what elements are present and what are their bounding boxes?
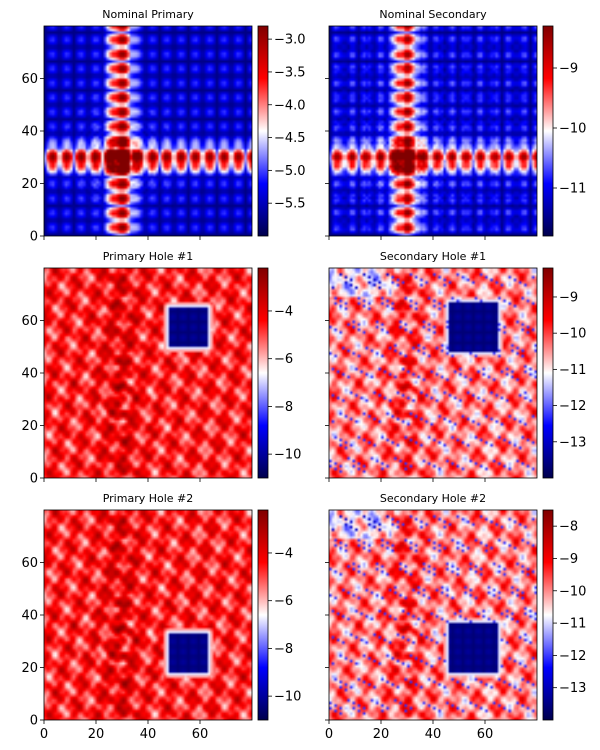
colorbar-tick-label: −10 bbox=[559, 327, 586, 342]
colorbar bbox=[257, 25, 269, 237]
colorbar-tick-label: −5.5 bbox=[274, 197, 306, 212]
y-tick-label: 40 bbox=[21, 609, 38, 624]
y-tick-label: 20 bbox=[21, 419, 38, 434]
colorbar-tick-label: −9 bbox=[559, 62, 578, 77]
x-tick-label: 40 bbox=[425, 727, 442, 742]
colorbar-tick-label: −6 bbox=[274, 352, 293, 367]
colorbar-tick-label: −11 bbox=[559, 182, 586, 197]
heatmap-image bbox=[44, 268, 252, 478]
x-tick-label: 20 bbox=[373, 727, 390, 742]
colorbar bbox=[542, 267, 554, 479]
colorbar-tick-label: −8 bbox=[559, 520, 578, 535]
x-tick-label: 60 bbox=[192, 727, 209, 742]
colorbar-tick-label: −10 bbox=[274, 448, 301, 463]
colorbar bbox=[542, 25, 554, 237]
x-tick-label: 40 bbox=[140, 727, 157, 742]
colorbar bbox=[257, 509, 269, 721]
heatmap-image bbox=[329, 26, 537, 236]
y-tick-label: 60 bbox=[21, 72, 38, 87]
colorbar-tick-label: −4.0 bbox=[274, 98, 306, 113]
colorbar-tick-label: −13 bbox=[559, 681, 586, 696]
subplot-title: Secondary Hole #2 bbox=[380, 492, 486, 505]
y-tick-label: 60 bbox=[21, 556, 38, 571]
subplot-title: Primary Hole #1 bbox=[103, 250, 194, 263]
x-tick-label: 0 bbox=[40, 727, 48, 742]
y-tick-label: 60 bbox=[21, 314, 38, 329]
colorbar-tick-label: −12 bbox=[559, 399, 586, 414]
colorbar-tick-label: −3.0 bbox=[274, 33, 306, 48]
subplot-5: Primary Hole #2 0 20 40 60 0 20 40 60 −4 −6 −8 −10 bbox=[21, 492, 301, 742]
colorbar-tick-label: −9 bbox=[559, 552, 578, 567]
subplot-title: Nominal Primary bbox=[102, 8, 194, 21]
colorbar-tick-label: −12 bbox=[559, 649, 586, 664]
y-tick-label: 20 bbox=[21, 177, 38, 192]
subplot-4: Secondary Hole #1 −9 −10 −11 −12 −13 bbox=[325, 250, 586, 482]
colorbar-tick-label: −10 bbox=[274, 690, 301, 705]
colorbar-tick-label: −4 bbox=[274, 546, 293, 561]
y-tick-label: 40 bbox=[21, 125, 38, 140]
heatmap-image bbox=[329, 510, 537, 720]
subplot-6: Secondary Hole #2 0 20 40 60 −8 −9 −10 −11 −12 −13 bbox=[325, 492, 587, 742]
colorbar-tick-label: −10 bbox=[559, 122, 586, 137]
colorbar-tick-label: −13 bbox=[559, 435, 586, 450]
colorbar bbox=[257, 267, 269, 479]
subplot-2: Nominal Secondary −9 −10 −11 bbox=[325, 8, 586, 240]
colorbar-tick-label: −4.5 bbox=[274, 131, 306, 146]
colorbar-tick-label: −6 bbox=[274, 594, 293, 609]
subplot-1: Nominal Primary 0 20 40 60 −3.0 −3.5 −4.0 −4.5 −5… bbox=[21, 8, 305, 245]
heatmap-image bbox=[44, 26, 252, 236]
colorbar bbox=[542, 509, 554, 721]
y-tick-label: 0 bbox=[30, 472, 38, 487]
colorbar-tick-label: −5.0 bbox=[274, 164, 306, 179]
y-tick-label: 40 bbox=[21, 367, 38, 382]
subplot-title: Secondary Hole #1 bbox=[380, 250, 486, 263]
colorbar-tick-label: −4 bbox=[274, 304, 293, 319]
subplot-3: Primary Hole #1 0 20 40 60 −4 −6 −8 −10 bbox=[21, 250, 301, 487]
colorbar-tick-label: −8 bbox=[274, 400, 293, 415]
x-tick-label: 20 bbox=[88, 727, 105, 742]
colorbar-tick-label: −9 bbox=[559, 290, 578, 305]
y-tick-label: 0 bbox=[30, 714, 38, 729]
x-tick-label: 0 bbox=[325, 727, 333, 742]
x-tick-label: 60 bbox=[477, 727, 494, 742]
subplot-title: Nominal Secondary bbox=[379, 8, 487, 21]
colorbar-tick-label: −11 bbox=[559, 363, 586, 378]
heatmap-image bbox=[44, 510, 252, 720]
colorbar-tick-label: −8 bbox=[274, 642, 293, 657]
subplot-title: Primary Hole #2 bbox=[103, 492, 194, 505]
colorbar-tick-label: −3.5 bbox=[274, 65, 306, 80]
y-tick-label: 0 bbox=[30, 230, 38, 245]
colorbar-tick-label: −10 bbox=[559, 584, 586, 599]
heatmap-image bbox=[329, 268, 537, 478]
colorbar-tick-label: −11 bbox=[559, 617, 586, 632]
y-tick-label: 20 bbox=[21, 661, 38, 676]
